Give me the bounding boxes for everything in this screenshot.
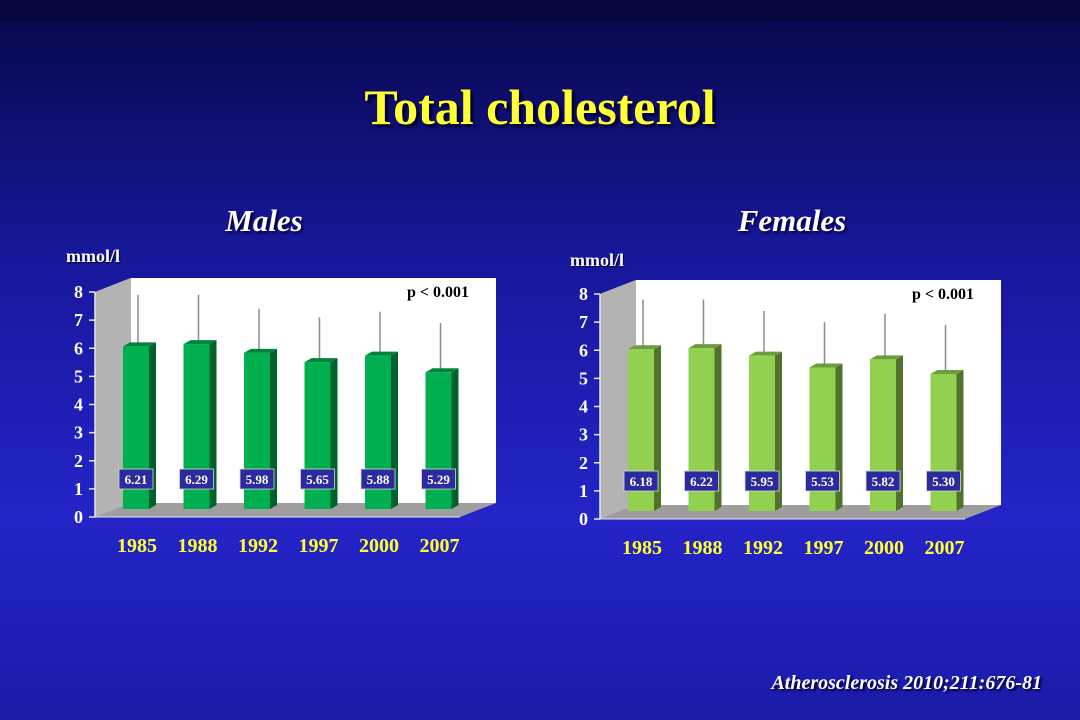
males-x-tick-label: 1985 xyxy=(117,535,157,557)
females-value-box xyxy=(684,470,719,492)
females-bar-top xyxy=(749,351,782,356)
males-value-label: 5.65 xyxy=(306,472,329,487)
males-y-tick-label: 3 xyxy=(74,423,83,443)
females-x-tick-label: 2007 xyxy=(925,537,965,559)
males-value-box xyxy=(118,468,154,490)
males-bar-top xyxy=(244,348,277,353)
males-y-tick-label: 5 xyxy=(74,366,83,386)
males-value-label: 5.88 xyxy=(367,472,390,487)
males-value-box xyxy=(300,468,335,490)
citation: Atherosclerosis 2010;211:676-81 xyxy=(771,672,1042,694)
females-bar-top xyxy=(930,369,964,374)
males-y-unit: mmol/l xyxy=(66,246,120,266)
males-value-box xyxy=(421,468,456,490)
females-bar-top xyxy=(809,363,843,368)
males-x-tick-label: 2000 xyxy=(359,535,399,557)
females-chart: 0 1 2 3 4 5 6 7 8 6.18 1985 6.22 1988 5.95 1992 5.53 199… xyxy=(579,280,1001,559)
males-chart: 0 1 2 3 4 5 6 7 8 6.21 1985 6.29 1988 5.98 1992 5.65 199… xyxy=(74,278,496,557)
males-value-box xyxy=(239,468,275,490)
males-y-tick-label: 7 xyxy=(74,310,83,330)
males-bar-top xyxy=(183,340,217,345)
females-value-box xyxy=(744,470,780,492)
males-value-label: 6.29 xyxy=(185,472,208,487)
males-bar-top xyxy=(304,358,338,363)
top-band xyxy=(0,0,1080,22)
females-y-tick-label: 0 xyxy=(579,509,588,529)
females-value-label: 6.22 xyxy=(690,474,713,489)
females-bar-side xyxy=(654,345,661,511)
males-value-label: 5.29 xyxy=(427,472,450,487)
slide-title: Total cholesterol xyxy=(364,79,716,135)
females-y-unit: mmol/l xyxy=(570,250,624,270)
males-value-label: 6.21 xyxy=(125,472,148,487)
females-value-label: 5.95 xyxy=(751,474,774,489)
males-bar-top xyxy=(365,351,398,356)
males-value-box xyxy=(179,468,214,490)
females-value-box xyxy=(865,470,901,492)
females-value-box xyxy=(623,470,659,492)
males-y-tick-label: 1 xyxy=(74,479,83,499)
males-p-value-annotation: p < 0.001 xyxy=(407,284,469,301)
females-x-tick-label: 1988 xyxy=(683,537,723,559)
females-y-tick-label: 4 xyxy=(579,397,588,417)
males-x-tick-label: 1997 xyxy=(299,535,339,557)
males-y-tick-label: 2 xyxy=(74,451,83,471)
males-y-tick-label: 0 xyxy=(74,507,83,527)
males-y-tick-label: 6 xyxy=(74,338,83,358)
males-bar-top xyxy=(123,342,156,347)
females-bar-side xyxy=(714,344,722,511)
females-side-wall xyxy=(600,280,636,519)
females-y-tick-label: 7 xyxy=(579,312,588,332)
females-value-label: 6.18 xyxy=(630,474,653,489)
males-panel-title: Males xyxy=(225,203,303,238)
males-value-box xyxy=(360,468,396,490)
females-bar-top xyxy=(628,345,661,350)
males-y-tick-label: 4 xyxy=(74,395,83,415)
females-bar-top xyxy=(688,344,722,349)
females-p-value-annotation: p < 0.001 xyxy=(912,286,974,303)
females-value-label: 5.53 xyxy=(811,474,834,489)
females-bar-top xyxy=(870,355,903,360)
females-x-tick-label: 1997 xyxy=(804,537,844,559)
females-value-label: 5.82 xyxy=(872,474,895,489)
males-bar-side xyxy=(209,340,217,509)
females-panel-title: Females xyxy=(737,203,847,238)
females-y-tick-label: 1 xyxy=(579,481,588,501)
males-x-tick-label: 1992 xyxy=(238,535,278,557)
females-x-tick-label: 1985 xyxy=(622,537,662,559)
females-y-tick-label: 6 xyxy=(579,340,588,360)
females-x-tick-label: 2000 xyxy=(864,537,904,559)
males-bar-side xyxy=(149,342,156,509)
females-y-tick-label: 5 xyxy=(579,368,588,388)
females-value-label: 5.30 xyxy=(932,474,955,489)
males-bar-top xyxy=(425,368,459,373)
males-y-tick-label: 8 xyxy=(74,282,83,302)
males-x-tick-label: 2007 xyxy=(420,535,460,557)
males-x-tick-label: 1988 xyxy=(178,535,218,557)
males-value-label: 5.98 xyxy=(246,472,269,487)
females-y-tick-label: 8 xyxy=(579,284,588,304)
females-x-tick-label: 1992 xyxy=(743,537,783,559)
females-y-tick-label: 2 xyxy=(579,453,588,473)
females-value-box xyxy=(805,470,840,492)
females-value-box xyxy=(926,470,961,492)
males-side-wall xyxy=(95,278,131,517)
females-y-tick-label: 3 xyxy=(579,425,588,445)
